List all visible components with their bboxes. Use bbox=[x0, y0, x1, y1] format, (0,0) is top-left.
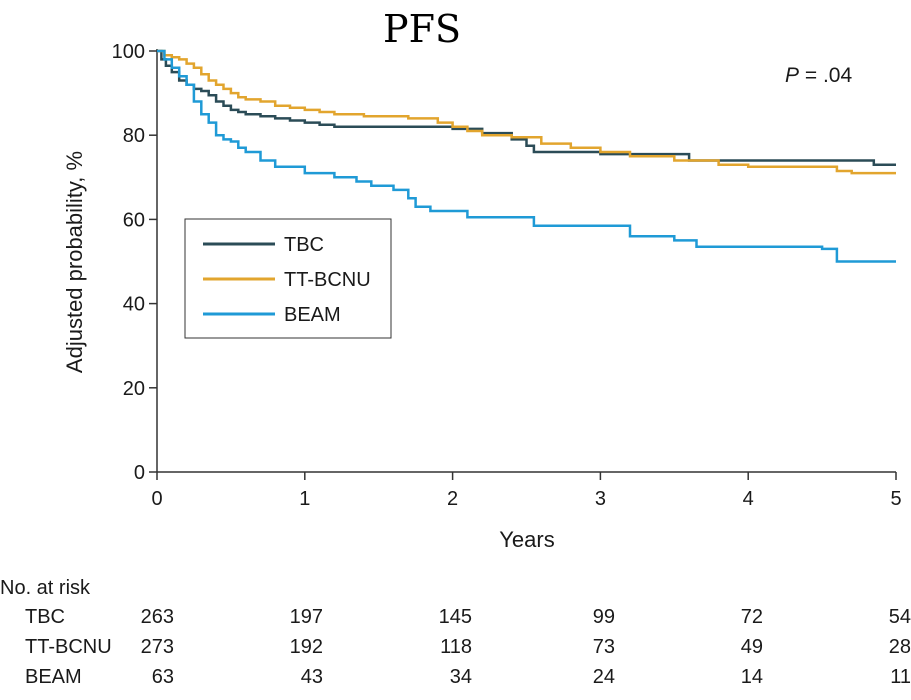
risk-value: 11 bbox=[890, 666, 911, 688]
risk-table: No. at risk TBC 263 197 145 99 72 54 TT-BCNU 273 1… bbox=[0, 577, 911, 688]
y-tick-label: 20 bbox=[123, 378, 145, 400]
p-value-text: = .04 bbox=[799, 64, 852, 87]
survival-curves bbox=[157, 49, 896, 263]
y-tick-label: 80 bbox=[123, 125, 145, 147]
axes: 0 20 40 60 80 100 0 1 2 3 4 5 bbox=[112, 41, 902, 510]
x-tick-label: 4 bbox=[743, 488, 754, 510]
x-tick-label: 1 bbox=[299, 488, 310, 510]
p-value-annotation: P = .04 bbox=[785, 64, 852, 87]
p-value-italic: P bbox=[785, 64, 799, 87]
risk-value: 14 bbox=[741, 666, 763, 688]
x-tick-label: 0 bbox=[151, 488, 162, 510]
risk-value: 34 bbox=[450, 666, 472, 688]
risk-row-label: TBC bbox=[25, 606, 65, 628]
x-tick-label: 2 bbox=[447, 488, 458, 510]
risk-value: 54 bbox=[889, 606, 911, 628]
risk-value: 72 bbox=[741, 606, 763, 628]
risk-value: 28 bbox=[889, 636, 911, 658]
y-tick-label: 0 bbox=[134, 462, 145, 484]
risk-value: 263 bbox=[141, 606, 174, 628]
y-tick-label: 40 bbox=[123, 294, 145, 316]
risk-value: 145 bbox=[439, 606, 472, 628]
y-tick-label: 100 bbox=[112, 41, 145, 63]
risk-value: 197 bbox=[290, 606, 323, 628]
risk-value: 49 bbox=[741, 636, 763, 658]
risk-value: 273 bbox=[141, 636, 174, 658]
risk-value: 73 bbox=[593, 636, 615, 658]
risk-value: 43 bbox=[301, 666, 323, 688]
x-axis-title: Years bbox=[499, 527, 554, 552]
risk-value: 24 bbox=[593, 666, 615, 688]
legend-label: TBC bbox=[284, 234, 324, 256]
y-tick-label: 60 bbox=[123, 209, 145, 231]
risk-value: 118 bbox=[440, 636, 472, 658]
x-tick-label: 5 bbox=[890, 488, 901, 510]
x-tick-label: 3 bbox=[595, 488, 606, 510]
y-axis-title: Adjusted probability, % bbox=[62, 151, 87, 373]
legend-label: TT-BCNU bbox=[284, 269, 371, 291]
series-line-tt-bcnu bbox=[157, 49, 896, 175]
risk-value: 63 bbox=[152, 666, 174, 688]
risk-row-label: BEAM bbox=[25, 666, 82, 688]
legend-label: BEAM bbox=[284, 304, 341, 326]
chart-title: PFS bbox=[383, 7, 461, 51]
risk-value: 192 bbox=[290, 636, 323, 658]
series-line-beam bbox=[157, 49, 896, 263]
risk-value: 99 bbox=[593, 606, 615, 628]
legend: TBC TT-BCNU BEAM bbox=[184, 218, 392, 339]
risk-row-label: TT-BCNU bbox=[25, 636, 112, 658]
risk-table-header: No. at risk bbox=[0, 577, 91, 599]
